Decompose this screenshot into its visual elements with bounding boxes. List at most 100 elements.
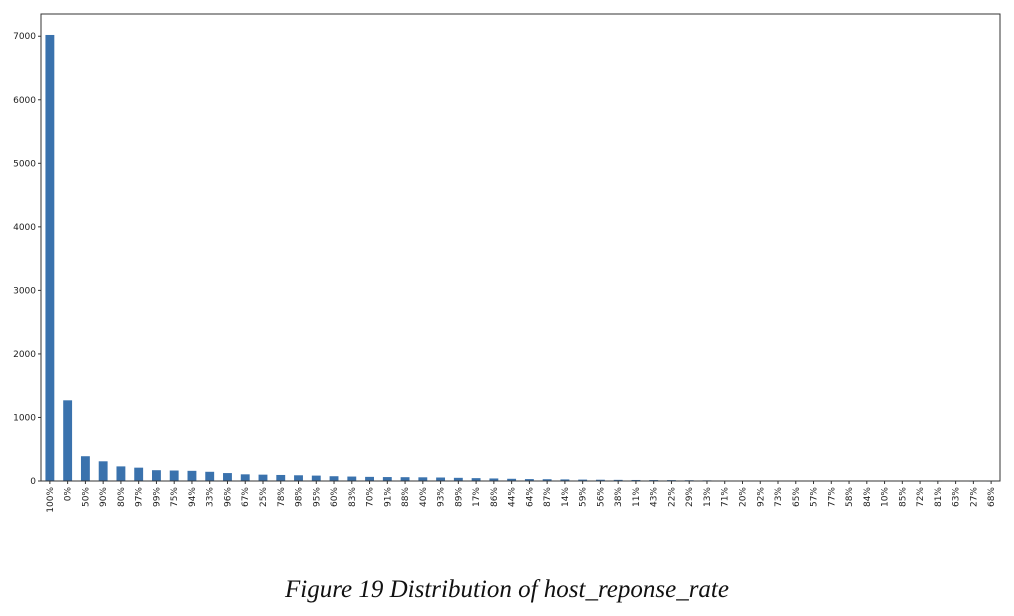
bar-0% (63, 400, 73, 481)
x-tick-label: 78% (277, 487, 287, 507)
bar-44% (507, 478, 517, 481)
bar-40% (418, 477, 428, 481)
bar-70% (365, 476, 374, 481)
bar-94% (187, 470, 197, 481)
x-tick-label: 44% (508, 487, 518, 507)
x-axis: 100% 0% 50% 90% 80% 97% 99% 75% 94% 33% 96% 67% 25% 7… (46, 481, 997, 513)
x-tick-label: 95% (312, 487, 322, 507)
x-tick-label: 27% (969, 487, 979, 507)
bar-98% (294, 475, 303, 481)
x-tick-label: 72% (916, 487, 926, 507)
bar-17% (471, 478, 481, 481)
x-tick-label: 0% (64, 487, 74, 502)
y-tick-label: 3000 (13, 286, 36, 296)
bar-56% (595, 479, 605, 481)
x-tick-label: 60% (330, 487, 340, 507)
bar-chart: 0 1000 2000 3000 4000 5000 6000 7000 100% 0% 50% 9… (13, 13, 1001, 513)
x-tick-label: 43% (650, 487, 660, 507)
x-tick-label: 14% (561, 487, 571, 507)
y-tick-label: 1000 (13, 413, 36, 423)
x-tick-label: 71% (721, 487, 731, 507)
x-tick-label: 29% (685, 487, 695, 507)
bar-75% (169, 470, 179, 481)
x-tick-label: 89% (454, 487, 464, 507)
x-tick-label: 22% (667, 487, 677, 507)
bar-50% (80, 456, 90, 481)
y-tick-label: 6000 (13, 96, 36, 106)
x-tick-label: 17% (472, 487, 482, 507)
x-tick-label: 63% (952, 487, 962, 507)
x-tick-label: 92% (756, 487, 766, 507)
x-tick-label: 70% (366, 487, 376, 507)
x-tick-label: 25% (259, 487, 269, 507)
x-tick-label: 86% (490, 487, 500, 507)
x-tick-label: 90% (99, 487, 109, 507)
y-tick-label: 5000 (13, 159, 36, 169)
x-tick-label: 65% (792, 487, 802, 507)
x-tick-label: 68% (987, 487, 997, 507)
bar-99% (152, 470, 161, 481)
x-tick-label: 38% (614, 487, 624, 507)
x-tick-label: 13% (703, 487, 713, 507)
x-tick-label: 10% (881, 487, 891, 507)
y-axis: 0 1000 2000 3000 4000 5000 6000 7000 (13, 32, 41, 487)
x-tick-label: 93% (437, 487, 447, 507)
bar-25% (258, 474, 268, 481)
y-tick-label: 7000 (13, 32, 36, 42)
x-tick-label: 97% (135, 487, 145, 507)
bar-89% (453, 477, 463, 481)
x-tick-label: 73% (774, 487, 784, 507)
bar-14% (560, 479, 570, 481)
bar-88% (400, 477, 410, 481)
bar-97% (134, 467, 144, 481)
bar-67% (240, 474, 250, 481)
x-tick-label: 57% (810, 487, 820, 507)
bar-87% (542, 479, 552, 481)
x-tick-label: 59% (579, 487, 589, 507)
x-tick-label: 75% (170, 487, 180, 507)
x-tick-label: 88% (401, 487, 411, 507)
x-tick-label: 20% (738, 487, 748, 507)
x-tick-label: 67% (241, 487, 251, 507)
x-tick-label: 96% (223, 487, 233, 507)
y-tick-label: 2000 (13, 350, 36, 360)
x-tick-label: 91% (383, 487, 393, 507)
x-tick-label: 98% (295, 487, 305, 507)
x-tick-label: 33% (206, 487, 216, 507)
bar-95% (311, 475, 321, 481)
bar-78% (276, 474, 286, 481)
x-tick-label: 87% (543, 487, 553, 507)
bar-60% (329, 476, 339, 481)
x-tick-label: 83% (348, 487, 358, 507)
figure-caption: Figure 19 Distribution of host_reponse_r… (285, 576, 729, 603)
y-tick-label: 0 (30, 477, 36, 487)
x-tick-label: 77% (827, 487, 837, 507)
bar-33% (205, 471, 215, 481)
x-tick-label: 40% (419, 487, 429, 507)
x-tick-label: 84% (863, 487, 873, 507)
bar-96% (223, 473, 232, 481)
x-tick-label: 50% (81, 487, 91, 507)
bar-91% (382, 477, 392, 481)
bar-93% (436, 477, 446, 481)
x-tick-label: 80% (117, 487, 127, 507)
y-tick-label: 4000 (13, 223, 36, 233)
x-tick-label: 11% (632, 487, 642, 507)
x-tick-label: 64% (525, 487, 535, 507)
x-tick-label: 99% (152, 487, 162, 507)
bar-38% (613, 479, 623, 481)
bar-86% (489, 478, 499, 481)
x-tick-label: 100% (46, 487, 56, 513)
bar-59% (578, 479, 588, 481)
x-tick-label: 85% (898, 487, 908, 507)
x-tick-label: 81% (934, 487, 944, 507)
x-tick-label: 56% (596, 487, 606, 507)
bar-100% (45, 34, 55, 481)
bar-11% (631, 479, 641, 481)
bar-90% (98, 461, 108, 481)
x-tick-label: 94% (188, 487, 198, 507)
bar-64% (524, 479, 534, 481)
bar-80% (116, 466, 126, 481)
plot-frame (40, 13, 1001, 482)
bars-group (45, 34, 996, 482)
